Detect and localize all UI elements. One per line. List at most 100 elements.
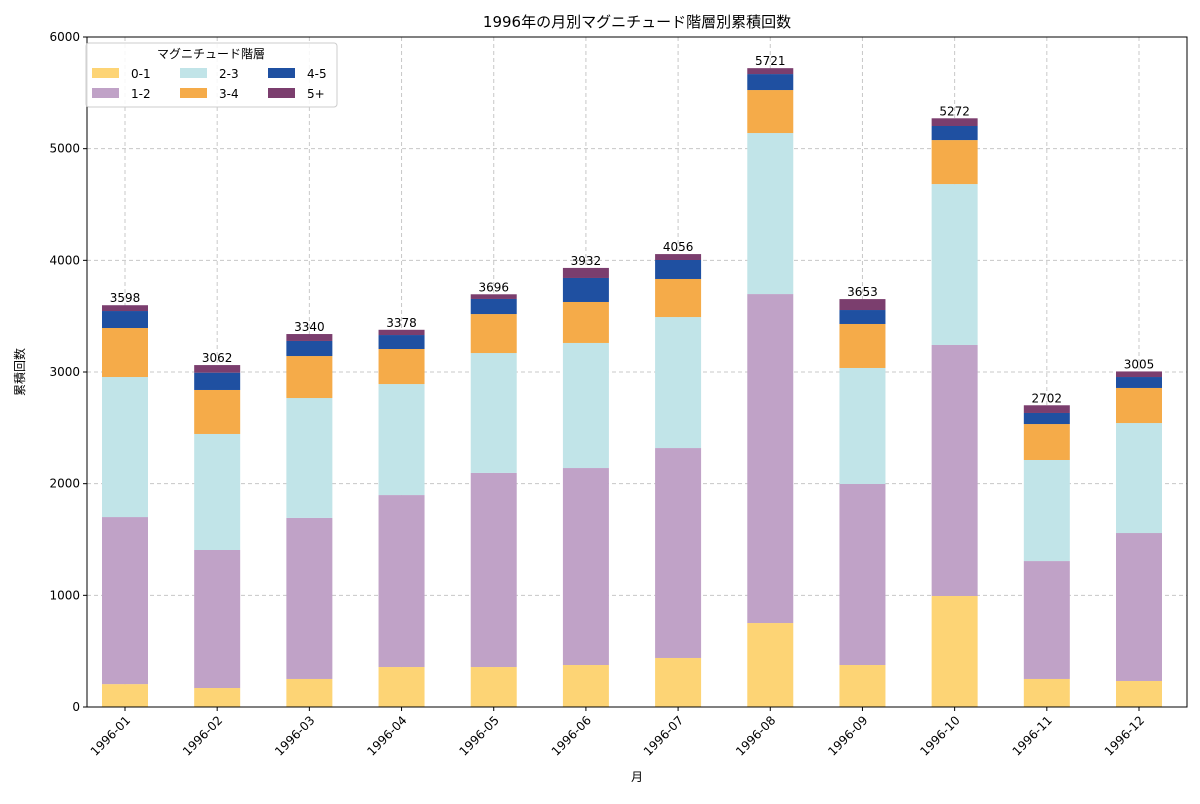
bar-segment-3-4 — [747, 90, 794, 134]
bar-segment-5+ — [1023, 405, 1070, 413]
bar-segment-5+ — [102, 305, 148, 312]
bar-segment-0-1 — [839, 665, 886, 707]
bar-segment-5+ — [839, 299, 886, 311]
total-label: 3932 — [571, 254, 602, 268]
total-label: 3005 — [1124, 357, 1155, 371]
legend-swatch-4-5 — [268, 68, 295, 78]
bar-segment-2-3 — [655, 317, 702, 449]
bar-segment-4-5 — [655, 259, 702, 279]
legend: マグニチュード階層 0-1 1-2 2-3 3-4 4-5 5+ — [85, 42, 338, 108]
bar-segment-3-4 — [931, 140, 978, 185]
bar-segment-4-5 — [747, 74, 794, 91]
bar-segment-4-5 — [562, 277, 609, 302]
bar-segment-0-1 — [655, 657, 702, 707]
y-axis: 0 1000 2000 3000 4000 5000 6000 — [49, 30, 87, 714]
bar-segment-4-5 — [1023, 412, 1070, 425]
bar-segment-5+ — [655, 254, 702, 260]
y-axis-label: 累積回数 — [12, 348, 27, 396]
x-tick-label: 1996-08 — [733, 713, 778, 758]
bar-segment-4-5 — [102, 311, 148, 329]
y-tick-label: 4000 — [49, 253, 80, 267]
legend-swatch-1-2 — [92, 88, 119, 98]
bar-segment-3-4 — [562, 301, 609, 343]
bar-segment-3-4 — [378, 348, 425, 385]
bar-segment-5+ — [747, 68, 794, 75]
legend-label: 1-2 — [131, 87, 151, 101]
bars — [102, 68, 1162, 707]
bar-segment-0-1 — [102, 684, 148, 707]
bar-segment-0-1 — [1023, 678, 1070, 707]
bar-segment-3-4 — [286, 356, 333, 399]
bar-segment-3-4 — [1023, 424, 1070, 460]
bar-segment-1-2 — [378, 495, 425, 668]
bar-segment-4-5 — [931, 125, 978, 141]
bar-segment-3-4 — [1116, 387, 1162, 424]
total-label: 3696 — [478, 280, 509, 294]
total-label: 3598 — [110, 291, 141, 305]
total-label: 3653 — [847, 285, 878, 299]
y-tick-label: 6000 — [49, 30, 80, 44]
x-tick-label: 1996-02 — [180, 713, 225, 758]
bar-segment-2-3 — [378, 384, 425, 496]
bar-segment-2-3 — [194, 433, 241, 550]
bar-segment-1-2 — [562, 468, 609, 666]
legend-label: 2-3 — [219, 67, 239, 81]
total-label: 3378 — [386, 316, 417, 330]
bar-segment-1-2 — [747, 294, 794, 624]
x-tick-label: 1996-10 — [917, 713, 962, 758]
bar-segment-4-5 — [378, 335, 425, 349]
bar-segment-5+ — [931, 118, 978, 126]
bar-segment-5+ — [470, 294, 517, 299]
bar-segment-2-3 — [470, 353, 517, 473]
chart-title: 1996年の月別マグニチュード階層別累積回数 — [483, 13, 791, 31]
bar-segment-3-4 — [839, 323, 886, 368]
x-tick-label: 1996-05 — [456, 713, 501, 758]
bar-segment-2-3 — [747, 133, 794, 295]
bar-segment-1-2 — [102, 517, 148, 685]
total-labels: 3598 3062 3340 3378 3696 3932 4056 5721 3653 5272… — [110, 54, 1155, 405]
grid — [87, 36, 1187, 708]
x-axis: 1996-01 1996-02 1996-03 1996-04 1996-05 1996-… — [88, 707, 1147, 759]
x-tick-label: 1996-11 — [1010, 713, 1055, 758]
bar-segment-3-4 — [655, 278, 702, 318]
legend-label: 0-1 — [131, 67, 151, 81]
total-label: 3062 — [202, 351, 233, 365]
bar-segment-5+ — [562, 267, 609, 278]
bar-segment-2-3 — [102, 377, 148, 518]
bar-segment-2-3 — [1116, 423, 1162, 534]
bar-segment-4-5 — [286, 340, 333, 357]
total-label: 5721 — [755, 54, 786, 68]
x-tick-label: 1996-12 — [1102, 713, 1147, 758]
y-tick-label: 0 — [72, 700, 80, 714]
bar-segment-0-1 — [194, 688, 241, 707]
legend-title: マグニチュード階層 — [157, 46, 265, 61]
bar-segment-2-3 — [562, 342, 609, 469]
x-tick-label: 1996-04 — [364, 713, 409, 758]
bar-segment-1-2 — [931, 344, 978, 597]
bar-segment-0-1 — [1116, 680, 1162, 707]
bar-segment-5+ — [194, 365, 241, 373]
legend-label: 3-4 — [219, 87, 239, 101]
legend-label: 5+ — [307, 87, 325, 101]
legend-swatch-3-4 — [180, 88, 207, 98]
x-tick-label: 1996-06 — [549, 713, 594, 758]
bar-segment-0-1 — [931, 596, 978, 707]
y-tick-label: 1000 — [49, 588, 80, 602]
bar-segment-0-1 — [562, 665, 609, 707]
legend-swatch-0-1 — [92, 68, 119, 78]
bar-segment-0-1 — [286, 678, 333, 707]
bar-segment-0-1 — [378, 667, 425, 707]
bar-segment-3-4 — [470, 314, 517, 354]
bar-segment-2-3 — [1023, 459, 1070, 562]
bar-segment-5+ — [286, 334, 333, 341]
bar-segment-4-5 — [1116, 377, 1162, 388]
bar-segment-3-4 — [194, 389, 241, 434]
bar-segment-2-3 — [286, 398, 333, 518]
bar-segment-1-2 — [655, 448, 702, 658]
x-tick-label: 1996-07 — [641, 713, 686, 758]
bar-segment-1-2 — [286, 517, 333, 679]
bar-segment-1-2 — [839, 484, 886, 666]
bar-segment-1-2 — [470, 472, 517, 668]
